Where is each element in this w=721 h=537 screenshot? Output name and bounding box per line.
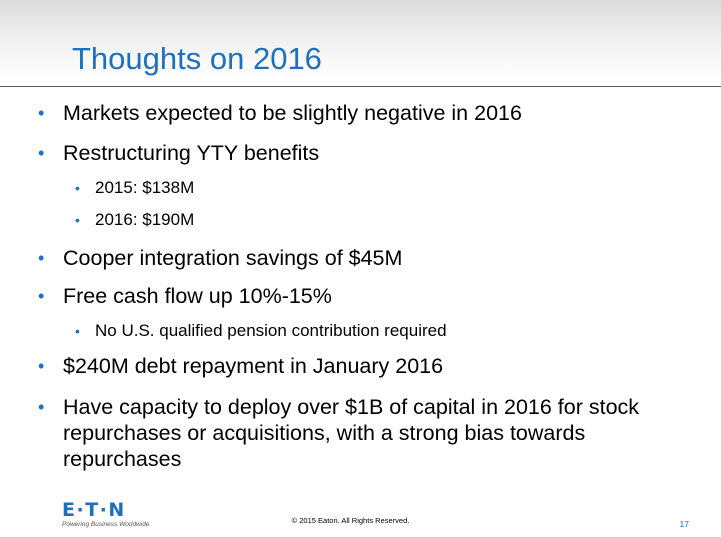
- bullet-text: $240M debt repayment in January 2016: [63, 354, 444, 378]
- bullet-restructuring-benefits: • Restructuring YTY benefits: [38, 140, 663, 166]
- bullet-dot-icon: •: [75, 323, 80, 339]
- bullet-dot-icon: •: [38, 103, 45, 123]
- copyright-notice: © 2015 Eaton. All Rights Reserved.: [291, 516, 410, 525]
- bullet-dot-icon: •: [38, 397, 45, 417]
- title-divider: [0, 86, 721, 87]
- bullet-free-cash-flow: • Free cash flow up 10%-15%: [38, 283, 663, 309]
- bullet-text: No U.S. qualified pension contribution r…: [95, 321, 447, 340]
- sub-bullet-2015-benefit: • 2015: $138M: [75, 177, 655, 199]
- bullet-dot-icon: •: [75, 180, 80, 196]
- eaton-logo: E·T·N Powering Business Worldwide: [62, 500, 182, 532]
- bullet-dot-icon: •: [75, 212, 80, 228]
- bullet-text: Restructuring YTY benefits: [63, 141, 320, 165]
- bullet-dot-icon: •: [38, 356, 45, 376]
- bullet-dot-icon: •: [38, 286, 45, 306]
- bullet-list: • Markets expected to be slightly negati…: [38, 100, 663, 472]
- logo-tagline: Powering Business Worldwide: [62, 521, 150, 528]
- bullet-text: Have capacity to deploy over $1B of capi…: [63, 395, 640, 471]
- bullet-cooper-savings: • Cooper integration savings of $45M: [38, 245, 663, 271]
- bullet-text: 2015: $138M: [95, 178, 195, 197]
- logo-wordmark: E·T·N: [62, 499, 126, 521]
- sub-bullet-pension: • No U.S. qualified pension contribution…: [75, 320, 655, 342]
- slide-title: Thoughts on 2016: [72, 41, 322, 76]
- bullet-text: Free cash flow up 10%-15%: [63, 284, 332, 308]
- bullet-text: 2016: $190M: [95, 210, 195, 229]
- bullet-dot-icon: •: [38, 248, 45, 268]
- sub-bullet-2016-benefit: • 2016: $190M: [75, 209, 655, 231]
- bullet-debt-repayment: • $240M debt repayment in January 2016: [38, 353, 663, 379]
- page-number: 17: [679, 519, 689, 529]
- bullet-text: Cooper integration savings of $45M: [63, 246, 403, 270]
- bullet-dot-icon: •: [38, 143, 45, 163]
- bullet-text: Markets expected to be slightly negative…: [63, 101, 522, 125]
- title-band: [0, 0, 721, 86]
- bullet-markets-outlook: • Markets expected to be slightly negati…: [38, 100, 663, 126]
- bullet-capital-deployment: • Have capacity to deploy over $1B of ca…: [38, 394, 663, 472]
